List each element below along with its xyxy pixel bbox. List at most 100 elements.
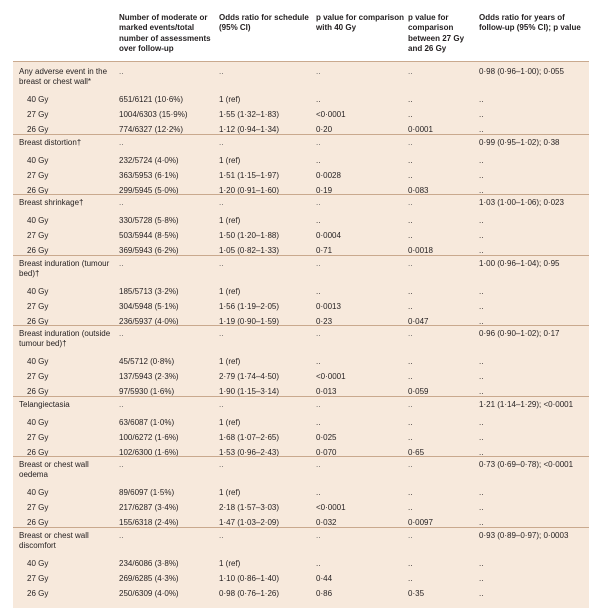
- row-p-27-vs-26: 0·0097: [408, 518, 433, 527]
- row-trend: ..: [479, 302, 484, 311]
- row-trend: ..: [479, 287, 484, 296]
- group-label: Breast distortion†: [19, 138, 82, 147]
- group-events-empty: ..: [119, 329, 124, 338]
- row-events: 299/5945 (5·0%): [119, 186, 179, 195]
- row-dose: 40 Gy: [27, 559, 49, 568]
- header-p-vs-40gy: p value for comparison with 40 Gy: [316, 13, 405, 33]
- group-p27-empty: ..: [408, 460, 413, 469]
- row-odds-ratio: 1 (ref): [219, 287, 241, 296]
- row-trend: ..: [479, 246, 484, 255]
- row-dose: 40 Gy: [27, 357, 49, 366]
- row-trend: ..: [479, 448, 484, 457]
- row-events: 330/5728 (5·8%): [119, 216, 179, 225]
- row-odds-ratio: 1·51 (1·15–1·97): [219, 171, 280, 180]
- header-events: Number of moderate or marked events/tota…: [119, 13, 211, 54]
- group-events-empty: ..: [119, 400, 124, 409]
- row-odds-ratio: 1 (ref): [219, 559, 241, 568]
- row-p-vs-40gy: 0·71: [316, 246, 333, 255]
- row-trend: ..: [479, 574, 484, 583]
- group-trend: 0·96 (0·90–1·02); 0·17: [479, 329, 560, 338]
- group-events-empty: ..: [119, 198, 124, 207]
- group-label: Breast or chest wall discomfort: [19, 531, 89, 550]
- group-events-empty: ..: [119, 531, 124, 540]
- row-trend: ..: [479, 95, 484, 104]
- row-p-27-vs-26: ..: [408, 287, 413, 296]
- row-dose: 40 Gy: [27, 156, 49, 165]
- group-or-empty: ..: [219, 67, 224, 76]
- adverse-events-table: Number of moderate or marked events/tota…: [13, 0, 589, 608]
- group-divider: [13, 255, 589, 256]
- row-events: 45/5712 (0·8%): [119, 357, 175, 366]
- group-or-empty: ..: [219, 460, 224, 469]
- row-p-vs-40gy: 0·013: [316, 387, 337, 396]
- row-p-27-vs-26: ..: [408, 95, 413, 104]
- row-p-vs-40gy: ..: [316, 357, 321, 366]
- row-p-27-vs-26: ..: [408, 372, 413, 381]
- group-or-empty: ..: [219, 198, 224, 207]
- row-dose: 26 Gy: [27, 246, 49, 255]
- row-trend: ..: [479, 433, 484, 442]
- group-or-empty: ..: [219, 259, 224, 268]
- row-events: 185/5713 (3·2%): [119, 287, 179, 296]
- row-trend: ..: [479, 488, 484, 497]
- row-trend: ..: [479, 317, 484, 326]
- row-p-vs-40gy: ..: [316, 156, 321, 165]
- row-events: 651/6121 (10·6%): [119, 95, 184, 104]
- row-dose: 40 Gy: [27, 216, 49, 225]
- row-events: 155/6318 (2·4%): [119, 518, 179, 527]
- row-events: 774/6327 (12·2%): [119, 125, 184, 134]
- row-p-vs-40gy: <0·0001: [316, 110, 346, 119]
- row-dose: 40 Gy: [27, 418, 49, 427]
- row-dose: 26 Gy: [27, 518, 49, 527]
- row-events: 97/5930 (1·6%): [119, 387, 175, 396]
- row-p-vs-40gy: 0·86: [316, 589, 333, 598]
- row-trend: ..: [479, 559, 484, 568]
- row-events: 1004/6303 (15·9%): [119, 110, 188, 119]
- row-p-27-vs-26: ..: [408, 171, 413, 180]
- row-p-vs-40gy: ..: [316, 287, 321, 296]
- row-odds-ratio: 1·20 (0·91–1·60): [219, 186, 280, 195]
- group-or-empty: ..: [219, 138, 224, 147]
- group-p40-empty: ..: [316, 460, 321, 469]
- row-p-27-vs-26: ..: [408, 488, 413, 497]
- header-rule: [13, 61, 589, 62]
- row-events: 217/6287 (3·4%): [119, 503, 179, 512]
- row-p-vs-40gy: 0·23: [316, 317, 333, 326]
- row-p-vs-40gy: 0·070: [316, 448, 337, 457]
- row-events: 234/6086 (3·8%): [119, 559, 179, 568]
- row-odds-ratio: 1·56 (1·19–2·05): [219, 302, 280, 311]
- row-odds-ratio: 1 (ref): [219, 216, 241, 225]
- group-p40-empty: ..: [316, 198, 321, 207]
- group-p40-empty: ..: [316, 329, 321, 338]
- row-dose: 27 Gy: [27, 503, 49, 512]
- row-p-27-vs-26: 0·059: [408, 387, 429, 396]
- group-label: Breast induration (tumour bed)†: [19, 259, 110, 278]
- row-p-27-vs-26: ..: [408, 110, 413, 119]
- row-events: 304/5948 (5·1%): [119, 302, 179, 311]
- row-odds-ratio: 1 (ref): [219, 418, 241, 427]
- row-trend: ..: [479, 110, 484, 119]
- row-p-27-vs-26: 0·0001: [408, 125, 433, 134]
- group-or-empty: ..: [219, 400, 224, 409]
- row-odds-ratio: 1 (ref): [219, 156, 241, 165]
- group-p40-empty: ..: [316, 531, 321, 540]
- row-p-27-vs-26: ..: [408, 574, 413, 583]
- row-p-vs-40gy: ..: [316, 488, 321, 497]
- row-trend: ..: [479, 387, 484, 396]
- row-p-vs-40gy: <0·0001: [316, 372, 346, 381]
- row-p-27-vs-26: 0·35: [408, 589, 425, 598]
- row-dose: 27 Gy: [27, 231, 49, 240]
- row-events: 236/5937 (4·0%): [119, 317, 179, 326]
- row-p-27-vs-26: ..: [408, 433, 413, 442]
- row-events: 232/5724 (4·0%): [119, 156, 179, 165]
- group-trend: 1·03 (1·00–1·06); 0·023: [479, 198, 564, 207]
- row-p-27-vs-26: ..: [408, 231, 413, 240]
- row-p-vs-40gy: 0·025: [316, 433, 337, 442]
- group-divider: [13, 527, 589, 528]
- group-divider: [13, 325, 589, 326]
- row-p-27-vs-26: 0·047: [408, 317, 429, 326]
- group-divider: [13, 134, 589, 135]
- header-odds-ratio-schedule: Odds ratio for schedule (95% CI): [219, 13, 309, 33]
- group-trend: 0·73 (0·69–0·78); <0·0001: [479, 460, 574, 469]
- row-p-vs-40gy: ..: [316, 95, 321, 104]
